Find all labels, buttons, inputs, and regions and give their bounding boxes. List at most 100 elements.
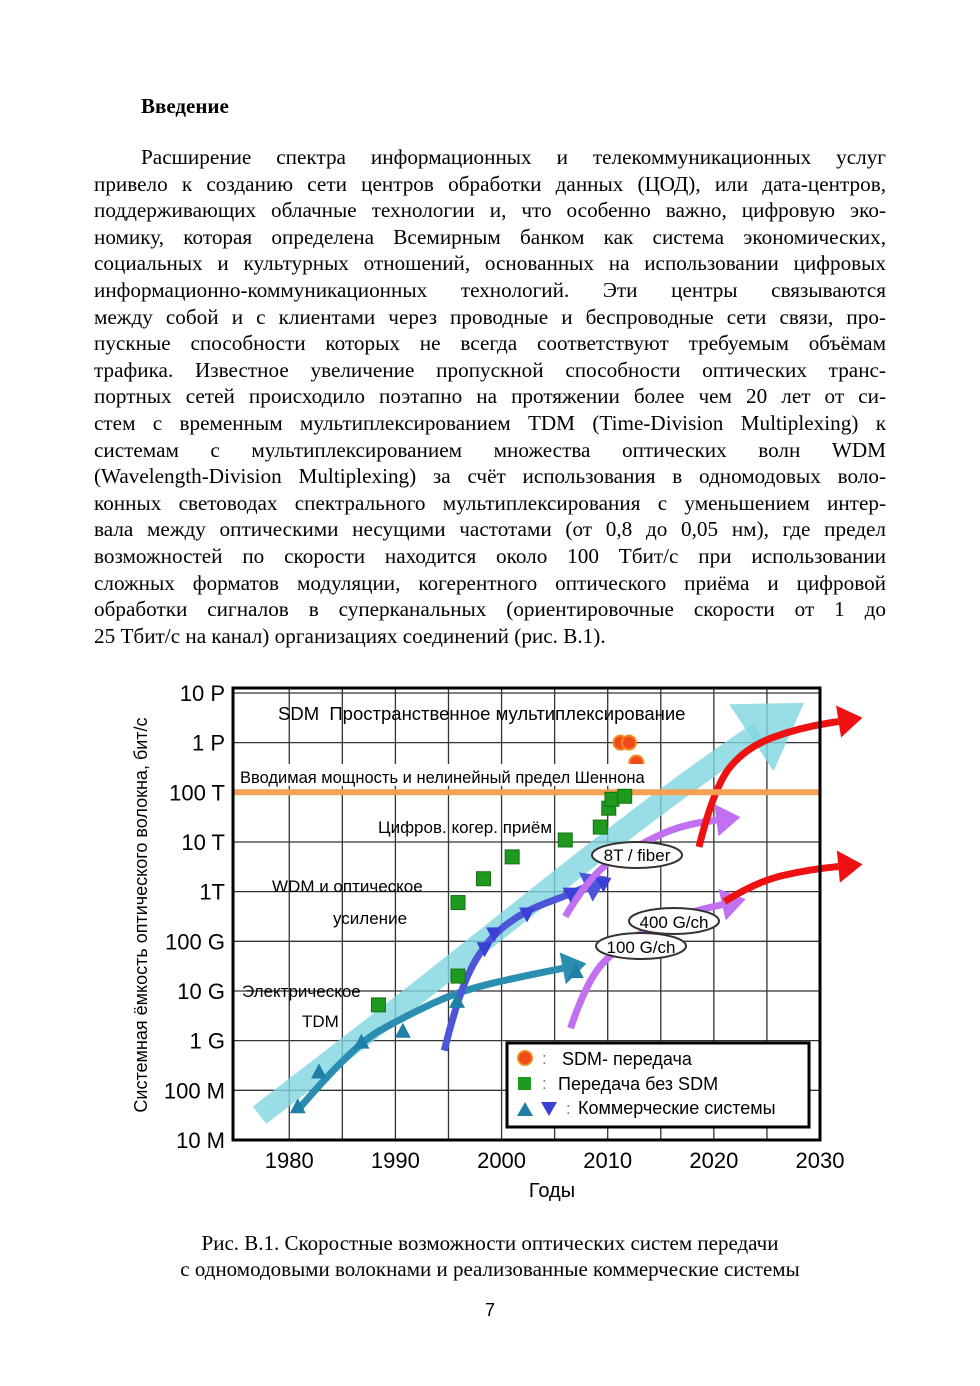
- y-tick-labels: 10 P 1 P 100 T 10 T 1T 100 G 10 G 1 G 100 M 10 M: [164, 681, 225, 1153]
- commercial-wdm-point: [595, 877, 612, 893]
- commercial-wdm-point: [476, 942, 493, 958]
- annotation-tdm-2: TDM: [302, 1012, 339, 1031]
- x-tick-label: 1990: [371, 1148, 420, 1173]
- tdm-trend-arrow: [295, 964, 564, 1113]
- commercial-tdm-point: [310, 1063, 327, 1079]
- caption-line: Рис. В.1. Скоростные возможности оптичес…: [201, 1231, 779, 1255]
- x-tick-label: 1980: [265, 1148, 314, 1173]
- y-axis-title: Системная ёмкость оптического волокна, б…: [131, 717, 151, 1112]
- paragraph-line: конных световодах спектрального мультипл…: [94, 490, 886, 515]
- paragraph-line: системам с мультиплексированием множеств…: [94, 437, 886, 462]
- annotation-sdm: SDM Пространственное мультиплексирование: [278, 703, 685, 724]
- y-tick-label: 100 M: [164, 1078, 225, 1103]
- legend: : SDM- передача : Передача без SDM : Ком…: [505, 1041, 811, 1129]
- tdm-trend-arrowhead: [559, 952, 587, 985]
- section-heading: Введение: [141, 94, 229, 118]
- plot-frame: [231, 686, 822, 1142]
- paragraph-line: привело к созданию сети центров обработк…: [94, 171, 886, 196]
- x-axis-title: Годы: [529, 1180, 575, 1202]
- commercial-tdm-point: [448, 992, 465, 1008]
- y-tick-label: 10 P: [180, 681, 225, 706]
- label-ellipse-100g: [595, 932, 687, 960]
- y-tick-label: 10 T: [181, 830, 225, 855]
- label-ellipse-8t: [591, 841, 683, 869]
- data-markers: [289, 734, 645, 1114]
- paragraph-line: (Wavelength-Division Multiplexing) за сч…: [94, 464, 886, 489]
- commercial-tdm-point: [394, 1022, 411, 1038]
- sdm-trend-2-arrow: [722, 863, 839, 905]
- commercial-wdm-point: [519, 907, 536, 923]
- legend-label-sdm: SDM- передача: [562, 1049, 693, 1069]
- y-tick-label: 1 G: [190, 1029, 225, 1054]
- legend-colon: :: [566, 1099, 571, 1118]
- non-sdm-point: [604, 791, 620, 807]
- commercial-tdm-point: [353, 1033, 370, 1049]
- commercial-wdm-point: [486, 927, 503, 943]
- page-number: 7: [484, 1300, 495, 1320]
- body-paragraph: Расширение спектра информационных и теле…: [94, 144, 886, 649]
- paragraph-line: трафика. Известное увеличение пропускной…: [94, 357, 886, 382]
- y-tick-label: 10 M: [176, 1128, 225, 1153]
- paragraph-line: стем с временным мультиплексированием TD…: [94, 410, 886, 435]
- annotation-8t-fiber: 8T / fiber: [604, 846, 671, 865]
- annotation-wdm-1: WDM и оптическое: [272, 877, 423, 896]
- sdm-trend-1-arrowhead: [836, 705, 863, 738]
- coherent-trend-arrowhead: [714, 804, 741, 837]
- y-tick-label: 1 P: [192, 731, 225, 756]
- non-sdm-point: [450, 968, 466, 984]
- annotation-wdm-2: усиление: [333, 909, 407, 928]
- paragraph-line: поддерживающих облачные технологии и, чт…: [94, 198, 886, 223]
- paragraph-line: сложных форматов модуляции, когерентного…: [94, 570, 886, 595]
- x-tick-label: 2000: [477, 1148, 526, 1173]
- x-tick-label: 2020: [689, 1148, 738, 1173]
- shannon-label-bg: [237, 764, 657, 786]
- paragraph-line: пускные способности которых не всегда со…: [94, 331, 886, 356]
- overall-trend-arrow: [252, 723, 766, 1124]
- paragraph-line: социальных и культурных отношений, основ…: [94, 251, 886, 276]
- non-sdm-point: [557, 832, 573, 848]
- y-tick-label: 10 G: [177, 979, 225, 1004]
- paragraph-line: Расширение спектра информационных и теле…: [141, 145, 886, 169]
- sdm-trend-2-arrowhead: [836, 850, 863, 883]
- annotation-tdm-1: Электрическое: [242, 982, 361, 1001]
- legend-square-marker: [518, 1077, 531, 1090]
- caption-line: с одномодовыми волокнами и реализованные…: [180, 1257, 800, 1281]
- annotation-100g: 100 G/ch: [607, 938, 676, 957]
- legend-box: [505, 1041, 811, 1129]
- paragraph-line: информационно-коммуникационных технологи…: [94, 277, 886, 302]
- paragraph-line: вала между оптическими несущими частотам…: [94, 517, 886, 542]
- commercial-tdm-point: [567, 963, 584, 979]
- non-sdm-point: [617, 788, 633, 804]
- y-tick-label: 1T: [199, 880, 225, 905]
- commercial-tdm-point: [289, 1098, 306, 1114]
- y-tick-label: 100 T: [169, 780, 225, 805]
- legend-label-commercial: Коммерческие системы: [578, 1098, 776, 1118]
- label-ellipse-400g: [628, 907, 720, 935]
- paragraph-line: портных сетей происходило поэтапно на пр…: [94, 384, 886, 409]
- legend-label-no-sdm: Передача без SDM: [558, 1074, 718, 1094]
- legend-colon: :: [542, 1049, 547, 1068]
- legend-circle-marker: [517, 1050, 533, 1066]
- wdm-trend-arrow: [440, 882, 591, 1052]
- legend-triangle-up-marker: [517, 1102, 533, 1116]
- sdm-trend-1-arrow: [695, 718, 840, 848]
- non-sdm-point: [370, 997, 386, 1013]
- y-tick-label: 100 G: [165, 929, 225, 954]
- paragraph-line: между собой и с клиентами через проводны…: [94, 304, 886, 329]
- x-tick-labels: 1980 1990 2000 2010 2020 2030: [265, 1148, 845, 1173]
- x-tick-label: 2010: [583, 1148, 632, 1173]
- paragraph-line: обработки сигналов в суперканальных (ори…: [94, 597, 886, 622]
- annotation-shannon: Вводимая мощность и нелинейный предел Ше…: [240, 769, 646, 787]
- paragraph-line: номику, которая определена Всемирным бан…: [94, 224, 886, 249]
- x-tick-label: 2030: [796, 1148, 845, 1173]
- sdm-point: [620, 734, 637, 751]
- commercial-wdm-point: [562, 887, 579, 903]
- non-sdm-point: [476, 871, 492, 887]
- annotation-coherent: Цифров. когер. приём: [378, 818, 552, 837]
- non-sdm-point: [504, 849, 520, 865]
- paragraph-line: 25 Тбит/с на канал) организациях соедине…: [94, 623, 606, 648]
- paragraph-line: возможностей по скорости находится около…: [94, 543, 886, 568]
- figure-caption: Рис. В.1. Скоростные возможности оптичес…: [0, 1230, 980, 1282]
- legend-colon: :: [542, 1074, 547, 1093]
